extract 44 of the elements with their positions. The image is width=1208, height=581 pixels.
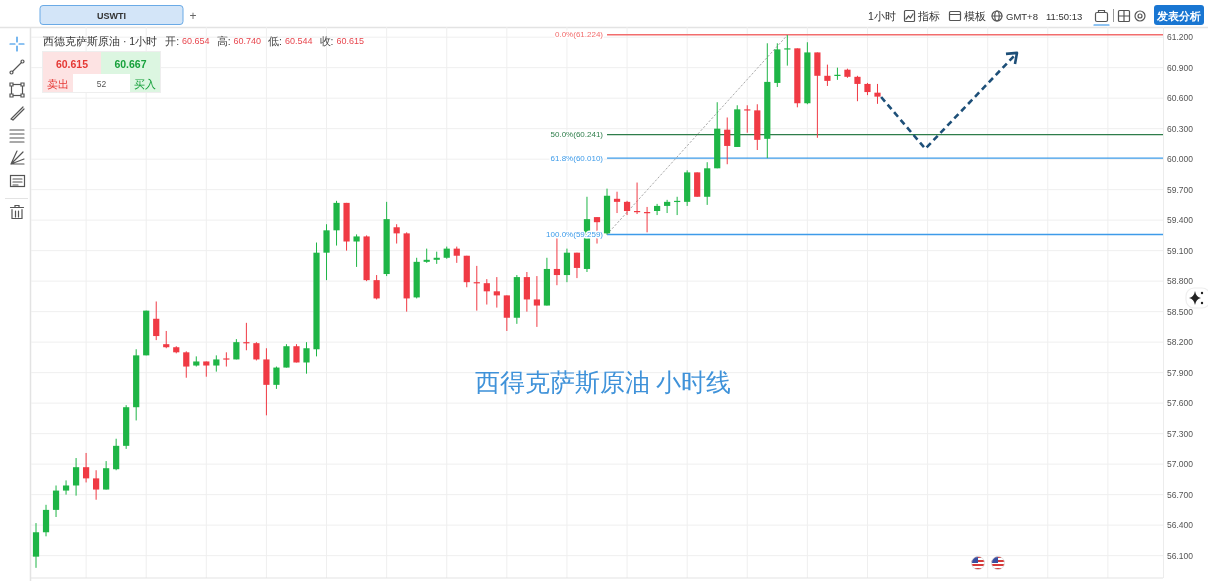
ref-line-label: 0.0%(61.224) xyxy=(555,30,603,40)
y-tick-label: 60.600 xyxy=(1167,93,1193,104)
annotation: 11:50:13 xyxy=(1046,10,1083,22)
annotation: 发表分析 xyxy=(1157,9,1201,22)
title: 西德克萨斯原油 · 1小时 xyxy=(43,35,158,47)
annotation: 开: xyxy=(165,35,180,47)
ref-line-label: 61.8%(60.010) xyxy=(550,153,603,163)
y-tick-label: 57.900 xyxy=(1167,367,1193,378)
annotation: 52 xyxy=(96,78,107,89)
y-tick-label: 59.100 xyxy=(1167,245,1193,256)
y-tick-label: 58.500 xyxy=(1167,306,1193,317)
y-tick-label: 58.200 xyxy=(1167,337,1193,348)
y-tick-label: 56.700 xyxy=(1167,489,1193,500)
annotation: 买入 xyxy=(134,77,156,90)
y-tick-label: 56.100 xyxy=(1167,550,1193,561)
y-tick-label: 56.400 xyxy=(1167,520,1193,531)
annotation: 60.667 xyxy=(114,57,147,70)
ref-line-label: 50.0%(60.241) xyxy=(550,130,603,140)
y-tick-label: 60.300 xyxy=(1167,123,1193,134)
y-tick-label: 57.300 xyxy=(1167,428,1193,439)
annotation: 高: xyxy=(216,35,231,47)
y-tick-label: 60.900 xyxy=(1167,62,1193,73)
y-tick-label: 59.400 xyxy=(1167,215,1193,226)
y-tick-label: 59.700 xyxy=(1167,184,1193,195)
annotation: 60.615 xyxy=(55,57,89,70)
annotation: 模板 xyxy=(964,10,986,22)
annotation: 60.615 xyxy=(336,36,364,46)
annotation: 西得克萨斯原油 小时线 xyxy=(474,368,732,396)
y-tick-label: 60.000 xyxy=(1167,154,1193,165)
annotation: 60.654 xyxy=(182,36,210,46)
annotation: GMT+8 xyxy=(1006,10,1038,22)
annotation: 低: xyxy=(268,35,282,47)
y-tick-label: 57.000 xyxy=(1167,459,1193,470)
annotation: 卖出 xyxy=(47,77,69,90)
annotation: + xyxy=(189,8,197,23)
annotation: USWTI xyxy=(97,10,126,21)
y-tick-label: 58.800 xyxy=(1167,276,1193,287)
annotation: 60.740 xyxy=(233,36,262,46)
y-tick-label: 57.600 xyxy=(1167,398,1193,409)
annotation: 60.544 xyxy=(285,36,313,46)
annotation: 指标 xyxy=(918,10,940,22)
annotation: 收: xyxy=(319,35,334,47)
y-tick-label: 61.200 xyxy=(1167,32,1193,43)
annotation: 1小时 xyxy=(868,10,896,22)
